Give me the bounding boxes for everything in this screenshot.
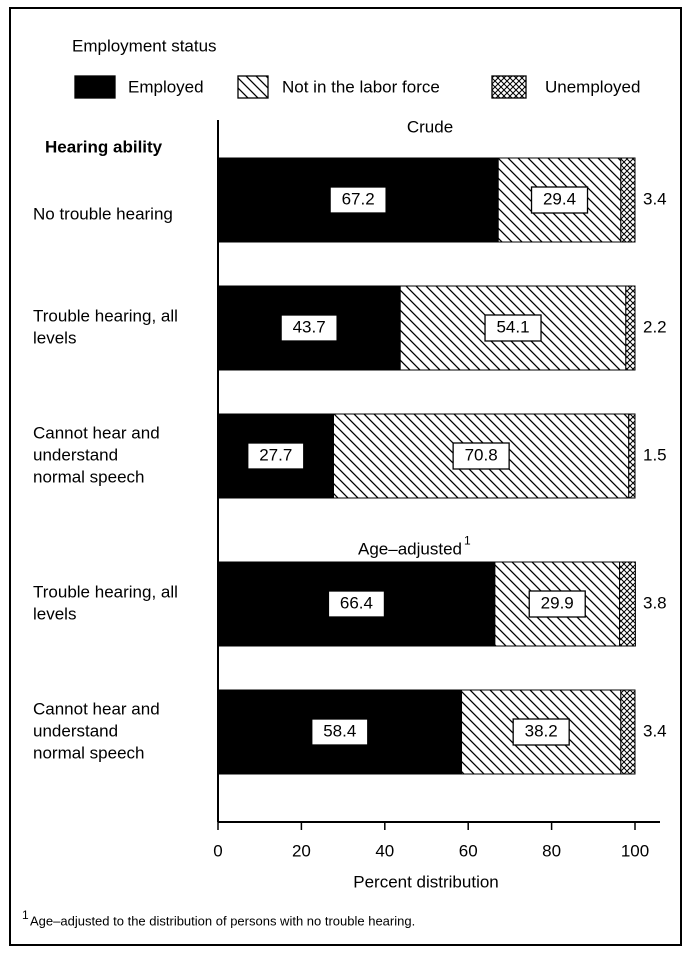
value-label: 29.4 [543,189,576,208]
footnote-mark: 1 [22,908,29,922]
value-label: 2.2 [643,317,667,336]
category-label: Cannot hear and [33,699,160,718]
category-label: Trouble hearing, all [33,306,178,325]
value-label: 29.9 [541,593,574,612]
value-label-box [484,314,542,342]
legend-label: Not in the labor force [282,77,440,96]
category-label: normal speech [33,467,145,486]
bar-segment [628,413,636,499]
value-label-box [247,442,305,470]
category-label: levels [33,604,76,623]
category-label: No trouble hearing [33,204,173,223]
legend-label: Unemployed [545,77,640,96]
category-label: understand [33,721,118,740]
legend-title: Employment status [72,36,217,55]
bar-segment [625,285,636,371]
value-label: 3.4 [643,189,667,208]
legend-label: Employed [128,77,204,96]
legend-swatch [237,75,269,99]
frame [9,7,682,946]
category-label: levels [33,328,76,347]
category-label: Cannot hear and [33,423,160,442]
value-label: 38.2 [525,721,558,740]
value-label: 3.8 [643,593,667,612]
value-label-box [530,186,589,214]
value-label: 67.2 [342,189,375,208]
x-tick-label: 60 [459,841,478,860]
group-label: Age–adjusted [358,539,462,558]
value-label: 54.1 [496,317,529,336]
value-label-box [280,314,338,342]
x-tick-label: 80 [542,841,561,860]
value-label: 3.4 [643,721,667,740]
x-tick-label: 0 [213,841,222,860]
x-tick-label: 100 [621,841,649,860]
value-label: 27.7 [259,445,292,464]
bar-segment [619,561,636,647]
y-axis-label: Hearing ability [45,137,163,156]
category-label: Trouble hearing, all [33,582,178,601]
value-label: 1.5 [643,445,667,464]
group-label: Crude [407,117,453,136]
category-label: normal speech [33,743,145,762]
value-label: 66.4 [340,593,373,612]
value-label-box [528,590,586,618]
legend-swatch [491,75,527,99]
x-tick-label: 20 [292,841,311,860]
bar-segment [620,689,636,775]
x-axis-label: Percent distribution [353,872,499,891]
x-tick-label: 40 [375,841,394,860]
category-label: understand [33,445,118,464]
value-label-box [311,718,369,746]
legend-swatch [74,75,116,99]
value-label: 58.4 [323,721,356,740]
value-label-box [329,186,387,214]
value-label-box [512,718,570,746]
value-label-box [452,442,510,470]
group-note-mark: 1 [464,534,471,548]
footnote: Age–adjusted to the distribution of pers… [30,913,415,928]
value-label: 43.7 [293,317,326,336]
bar-segment [620,157,636,243]
value-label: 70.8 [465,445,498,464]
value-label-box [327,590,386,618]
